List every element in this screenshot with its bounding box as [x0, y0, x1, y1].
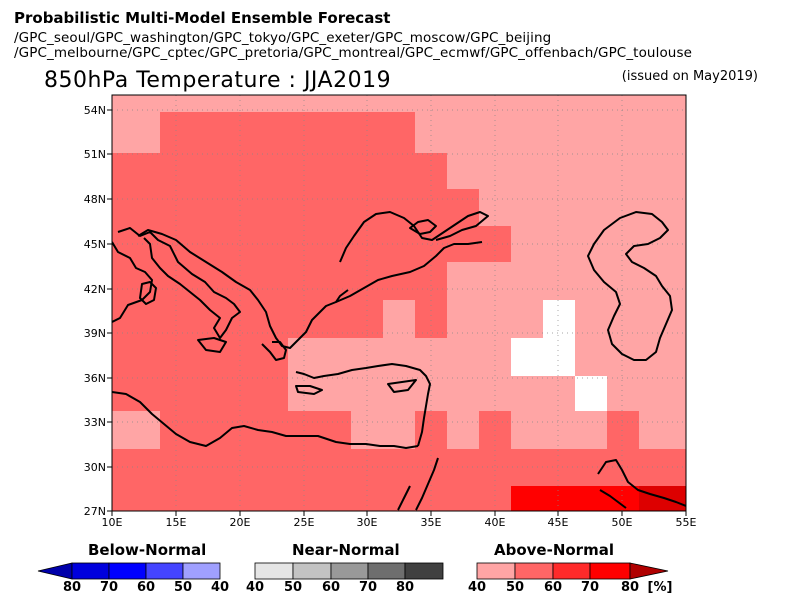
north-africa-coast	[112, 391, 419, 449]
map-frame	[111, 94, 687, 512]
forecast-title: Probabilistic Multi-Model Ensemble Forec…	[14, 9, 391, 27]
legend-above-tick: 60	[543, 580, 563, 595]
legend-near-tick: 50	[283, 580, 303, 595]
legend-below-tick: 50	[173, 580, 193, 595]
legend-near-swatch	[254, 562, 294, 580]
legend-near-tick: 60	[321, 580, 341, 595]
centres-line-2: /GPC_melbourne/GPC_cptec/GPC_pretoria/GP…	[14, 45, 692, 61]
legend-near-swatch	[367, 562, 406, 580]
legend-below-swatch	[71, 562, 110, 580]
legend-below-swatch	[145, 562, 184, 580]
lat-label: 27N	[84, 505, 106, 518]
peloponnese	[261, 341, 287, 361]
legend-below-tick: 80	[62, 580, 82, 595]
lat-label: 36N	[84, 372, 106, 385]
lat-label: 42N	[84, 283, 106, 296]
lat-label: 45N	[84, 238, 106, 251]
legend-near-swatch	[292, 562, 332, 580]
legend-below-tick: 70	[99, 580, 119, 595]
centres-line-1: /GPC_seoul/GPC_washington/GPC_tokyo/GPC_…	[14, 30, 552, 46]
legend-above-tick: 50	[505, 580, 525, 595]
legend-above-normal	[476, 562, 669, 580]
legend-below-normal	[37, 562, 221, 580]
red-sea-west	[397, 485, 411, 511]
lat-label: 48N	[84, 193, 106, 206]
iberia-coast	[112, 241, 153, 323]
legend-near-tick: 40	[245, 580, 265, 595]
map-title: 850hPa Temperature : JJA2019	[44, 68, 392, 93]
legend-above-swatch	[476, 562, 516, 580]
azov-crimea	[409, 219, 437, 235]
legend-below-swatch	[182, 562, 221, 580]
sicily	[197, 337, 227, 353]
legend-near-tick: 70	[358, 580, 378, 595]
lon-label: 10E	[102, 516, 123, 529]
legend-above-swatch	[514, 562, 554, 580]
legend-above-tick: 80	[620, 580, 640, 595]
legend-above-tick: 70	[580, 580, 600, 595]
legend-near-label: Near-Normal	[292, 541, 400, 559]
lat-axis-labels: 54N 51N 48N 45N 42N 39N 36N 33N 30N 27N	[84, 104, 106, 518]
legend-near-swatch	[404, 562, 444, 580]
legend-near-tick: 80	[395, 580, 415, 595]
coastlines	[112, 211, 686, 511]
lat-label: 54N	[84, 104, 106, 117]
issued-date: (issued on May2019)	[621, 69, 758, 84]
legend-above-swatch	[589, 562, 631, 580]
axis-ticks	[107, 109, 687, 516]
levant-coast	[295, 363, 431, 447]
red-sea-east	[415, 457, 439, 511]
legend-above-swatch	[552, 562, 591, 580]
lat-label: 33N	[84, 416, 106, 429]
persian-gulf-north	[599, 489, 627, 509]
legend-above-label: Above-Normal	[494, 541, 614, 559]
legend-unit: [%]	[647, 580, 673, 595]
gridlines	[112, 95, 686, 511]
lon-label: 35E	[421, 516, 442, 529]
legend-above-arrow	[629, 562, 669, 580]
lat-label: 39N	[84, 327, 106, 340]
italy-coast	[117, 227, 241, 339]
legend-below-tick: 40	[210, 580, 230, 595]
cell-region-60	[511, 486, 639, 511]
black-sea-north	[339, 211, 489, 263]
persian-gulf	[597, 459, 686, 507]
cell-region-50	[112, 112, 686, 511]
sardinia	[139, 281, 157, 305]
cyprus	[387, 379, 417, 393]
legend-below-arrow	[37, 562, 73, 580]
lat-label: 30N	[84, 461, 106, 474]
lon-label: 25E	[294, 516, 315, 529]
lat-label: 51N	[84, 148, 106, 161]
cell-region-none-1	[511, 300, 575, 376]
legend-below-tick: 60	[136, 580, 156, 595]
legend-near-swatch	[330, 562, 369, 580]
lon-label: 45E	[548, 516, 569, 529]
lon-label: 15E	[166, 516, 187, 529]
probability-cells	[112, 112, 686, 511]
legend-below-swatch	[108, 562, 147, 580]
cell-region-none-2	[575, 376, 607, 411]
lon-label: 55E	[676, 516, 697, 529]
lon-label: 40E	[485, 516, 506, 529]
lon-label: 50E	[612, 516, 633, 529]
lon-label: 20E	[230, 516, 251, 529]
legend-above-tick: 40	[467, 580, 487, 595]
caspian-sea	[587, 211, 673, 361]
adriatic-balkan-coast	[137, 229, 349, 349]
legend-near-normal	[254, 562, 444, 580]
legend-below-label: Below-Normal	[88, 541, 207, 559]
anatolia-north-coast	[335, 241, 483, 303]
crete	[295, 385, 323, 395]
lon-label: 30E	[357, 516, 378, 529]
lon-axis-labels: 10E 15E 20E 25E 30E 35E 40E 45E 50E 55E	[102, 516, 697, 529]
